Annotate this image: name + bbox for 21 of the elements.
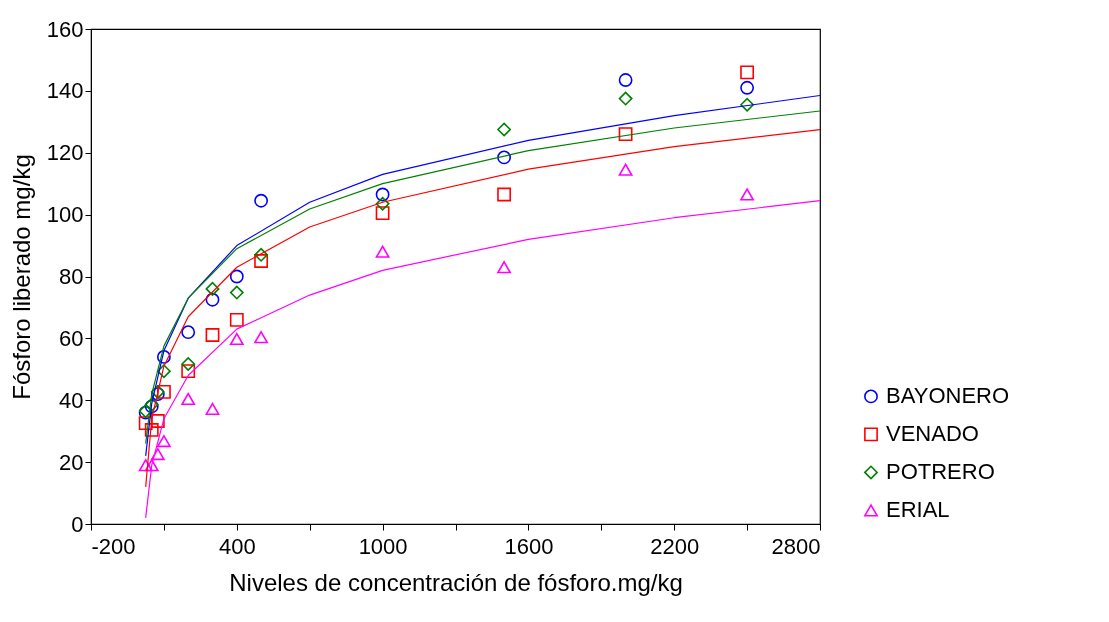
legend-label: ERIAL (886, 497, 950, 523)
x-tick-label: 2200 (650, 533, 700, 559)
y-tick-label: 160 (46, 16, 84, 42)
y-tick-label: 60 (59, 325, 84, 351)
y-axis-title: Fósforo liberado mg/kg (7, 154, 35, 400)
y-tick-label: 40 (59, 387, 84, 413)
y-tick-label: 0 (71, 511, 84, 537)
y-tick-label: 100 (46, 202, 84, 228)
y-tick-label: 80 (59, 264, 84, 289)
x-tick-label: 400 (218, 533, 256, 559)
x-tick-label: 1600 (504, 533, 554, 559)
x-tick-label: 1000 (358, 533, 408, 559)
x-tick-label: 2800 (771, 533, 821, 559)
y-tick-label: 120 (46, 140, 84, 166)
legend-label: POTRERO (886, 459, 995, 485)
y-tick-label: 20 (59, 449, 84, 475)
y-tick-label: 140 (46, 78, 84, 104)
x-tick-label: -200 (91, 533, 136, 559)
legend-label: VENADO (886, 421, 979, 447)
legend-label: BAYONERO (886, 383, 1010, 409)
x-axis-title: Niveles de concentración de fósforo.mg/kg (229, 568, 683, 596)
